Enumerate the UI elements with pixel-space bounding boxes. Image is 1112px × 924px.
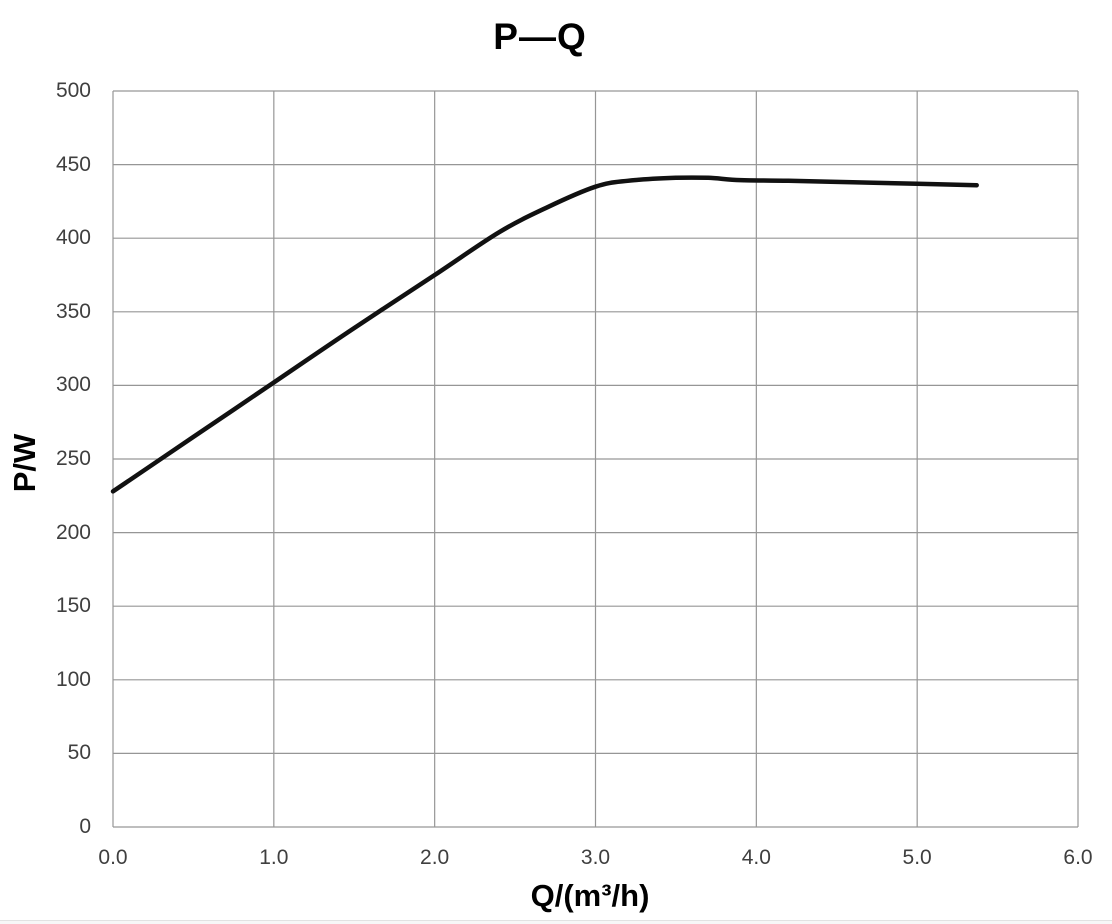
y-tick-label: 450: [55, 152, 91, 176]
y-tick-label: 500: [55, 79, 91, 102]
y-tick-label: 150: [55, 594, 91, 618]
y-tick-label: 350: [55, 299, 91, 323]
y-tick-label: 0: [79, 815, 91, 838]
y-tick-label: 300: [55, 373, 91, 397]
x-tick-label: 4.0: [741, 846, 771, 869]
bottom-edge-divider: [0, 920, 1112, 924]
y-tick-label: 100: [55, 667, 91, 691]
x-axis-title: Q/(m³/h): [530, 878, 650, 913]
y-tick-label: 200: [55, 520, 91, 544]
x-tick-label: 3.0: [580, 846, 611, 869]
y-tick-label: 250: [55, 447, 91, 470]
y-tick-label: 400: [55, 226, 91, 250]
chart-title: P—Q: [493, 16, 587, 57]
x-tick-label: 1.0: [259, 846, 289, 869]
x-tick-label: 0.0: [98, 846, 128, 869]
y-tick-label: 50: [67, 741, 91, 765]
x-tick-label: 6.0: [1063, 846, 1093, 869]
x-tick-label: 2.0: [420, 846, 450, 869]
series-line: [110, 175, 979, 494]
x-tick-label: 5.0: [902, 846, 932, 869]
